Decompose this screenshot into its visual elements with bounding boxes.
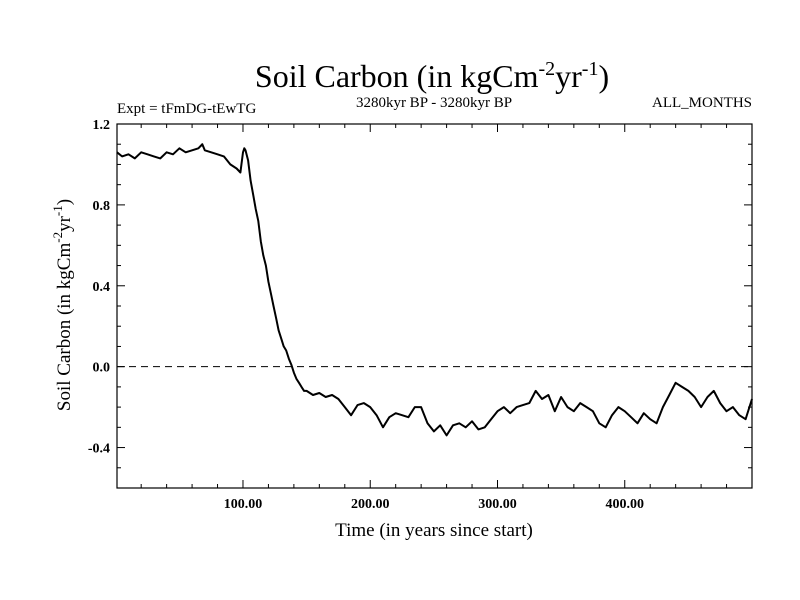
series-group xyxy=(116,143,753,437)
x-axis-label: Time (in years since start) xyxy=(335,520,533,541)
series-line xyxy=(116,143,753,437)
x-tick-label: 400.00 xyxy=(605,497,644,512)
x-tick-label: 200.00 xyxy=(351,497,390,512)
y-axis-label: Soil Carbon (in kgCm-2yr-1) xyxy=(50,199,75,411)
period-label: 3280kyr BP - 3280kyr BP xyxy=(356,95,512,111)
y-axis-ticks: -0.4 0.0 0.4 0.8 1.2 xyxy=(88,118,752,489)
plot-frame xyxy=(116,123,753,489)
y-tick-label: 0.8 xyxy=(93,199,111,214)
y-tick-label: -0.4 xyxy=(88,442,110,457)
y-tick-label: 1.2 xyxy=(93,118,111,133)
chart-title: Soil Carbon (in kgCm-2yr-1) xyxy=(255,58,609,94)
months-label: ALL_MONTHS xyxy=(652,95,752,111)
y-tick-label: 0.4 xyxy=(93,280,111,295)
experiment-label: Expt = tFmDG-tEwTG xyxy=(117,101,256,117)
x-tick-label: 300.00 xyxy=(478,497,517,512)
y-tick-label: 0.0 xyxy=(93,361,111,376)
x-tick-label: 100.00 xyxy=(224,497,263,512)
x-axis-ticks: 100.00 200.00 300.00 400.00 xyxy=(140,124,728,512)
